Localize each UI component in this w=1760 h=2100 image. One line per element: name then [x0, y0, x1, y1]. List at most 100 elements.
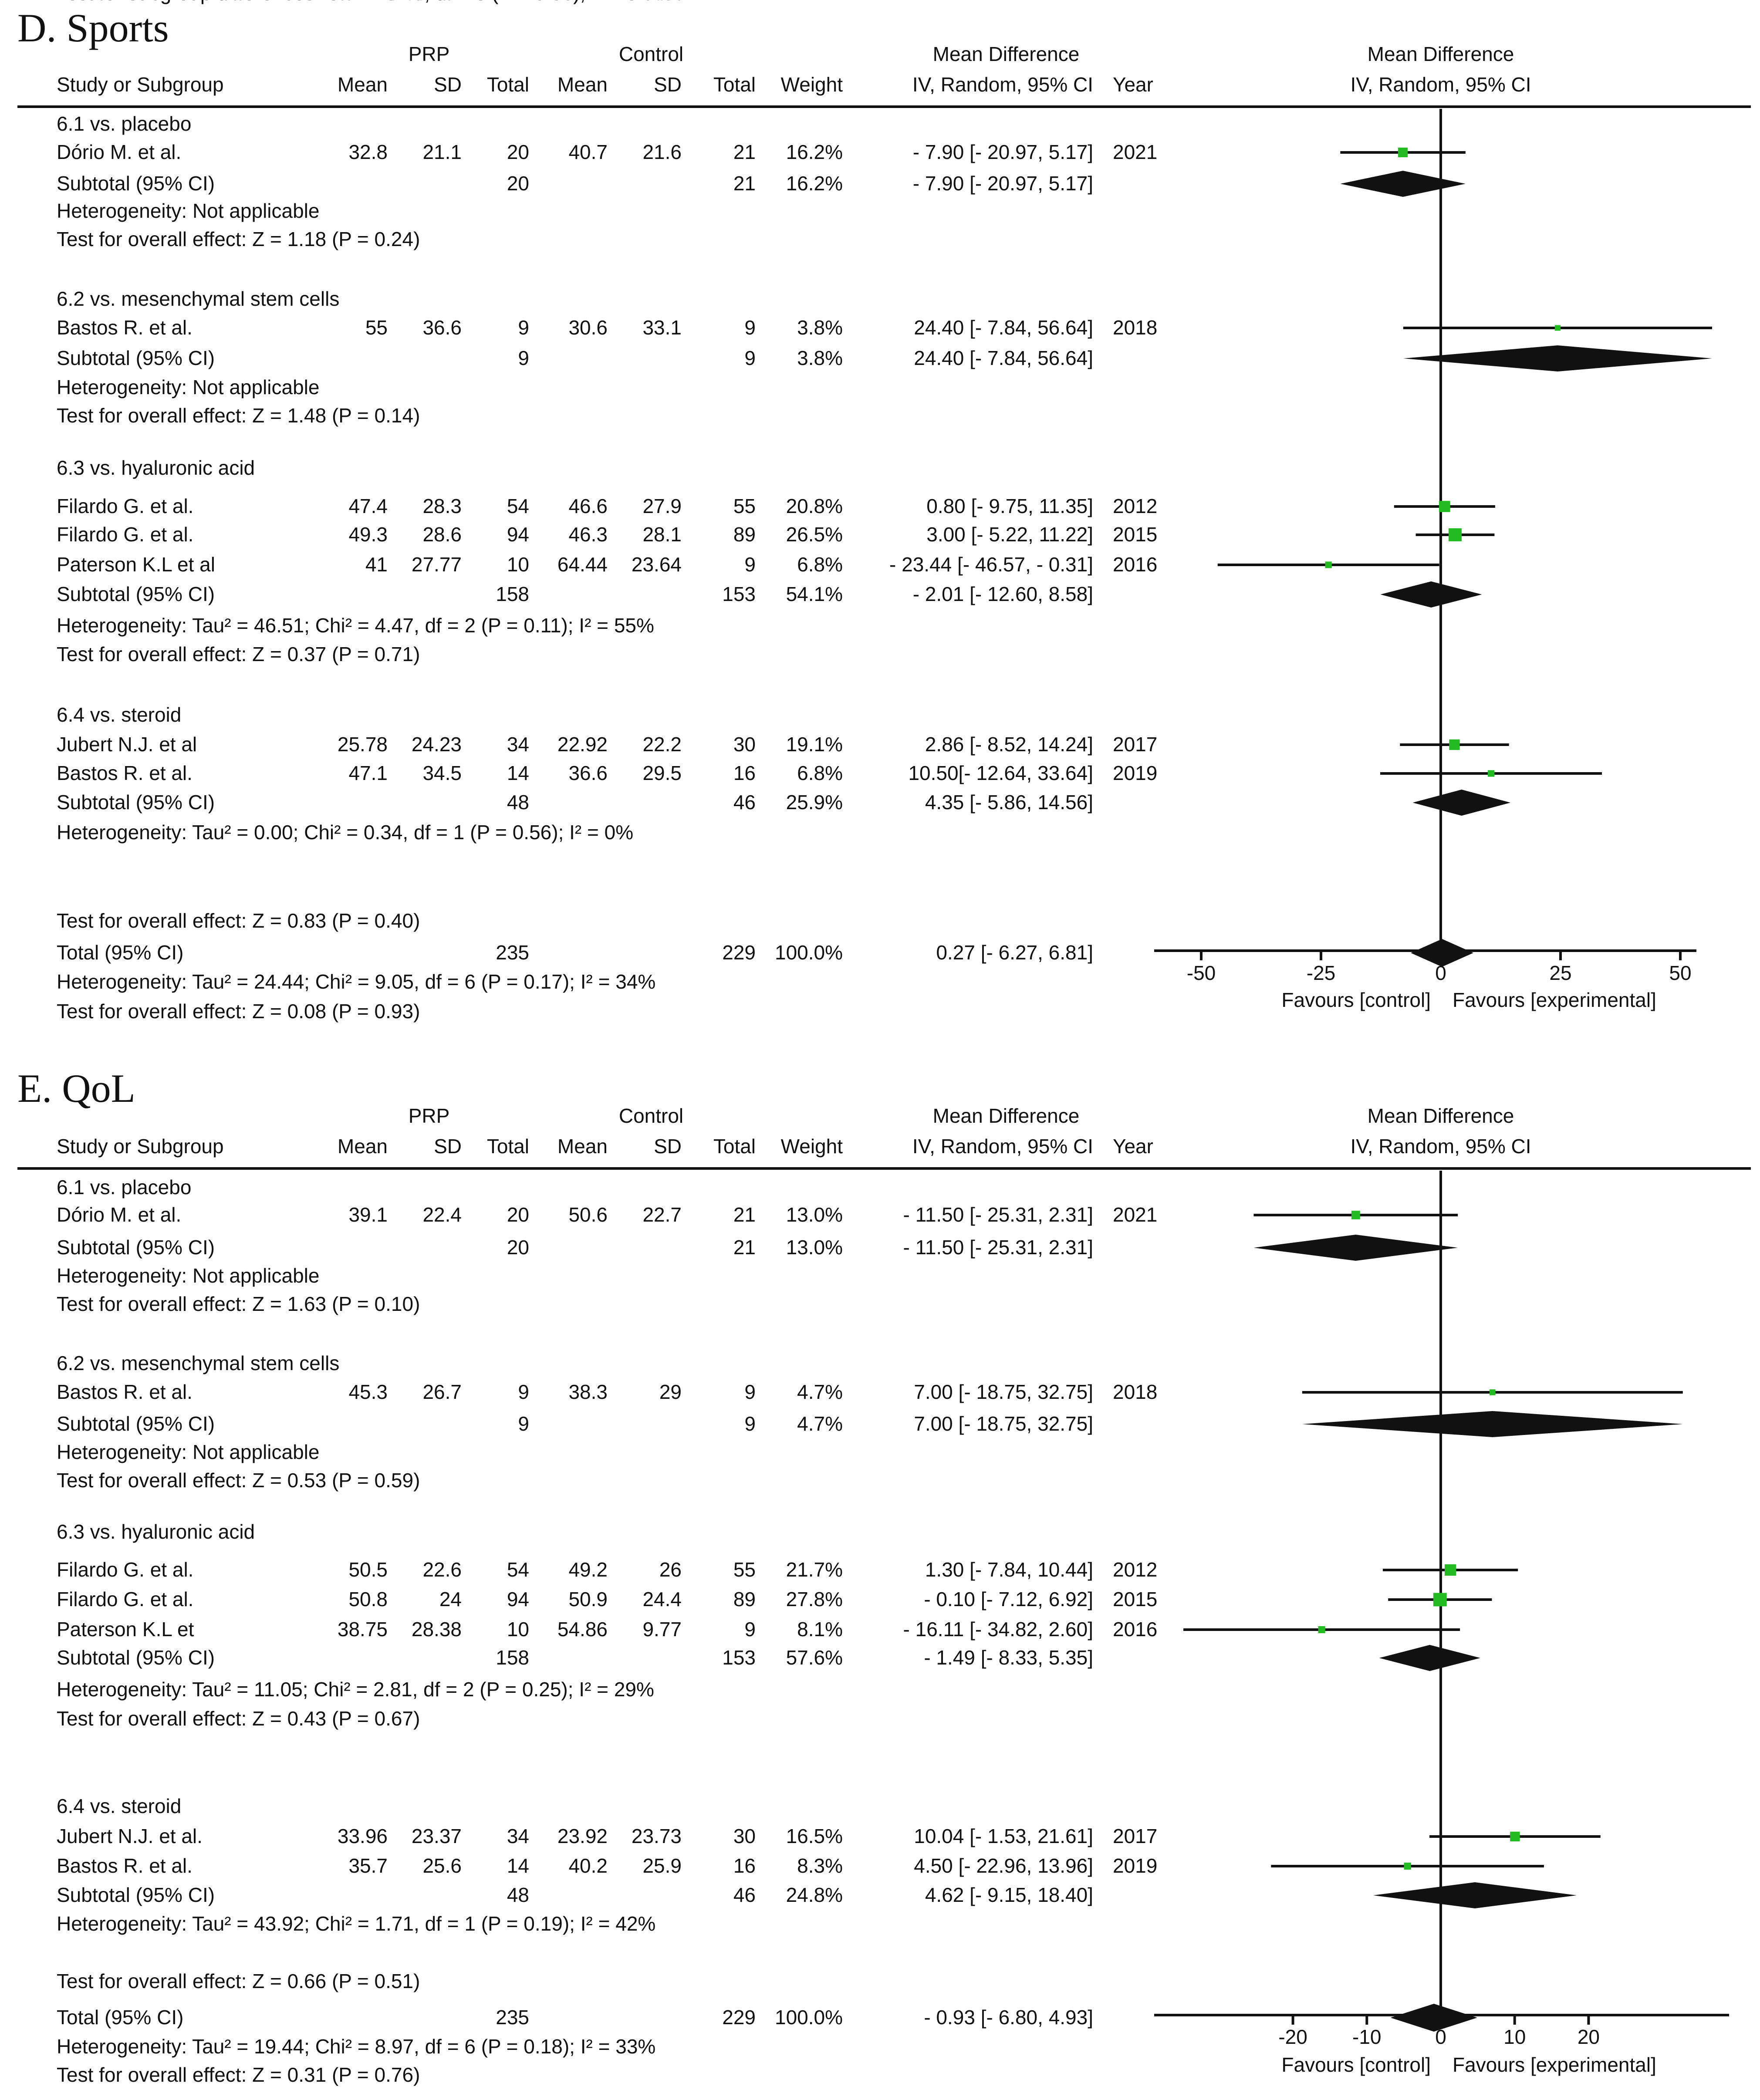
weight-value: 6.8% [797, 762, 843, 784]
prp-mean: 25.78 [338, 733, 388, 756]
ci-value: - 7.90 [- 20.97, 5.17] [913, 141, 1093, 163]
ci-value: 24.40 [- 7.84, 56.64] [914, 347, 1093, 369]
prp-sd: 24.23 [412, 733, 462, 756]
col-header-prp-total: Total [487, 1135, 529, 1158]
control-mean: 64.44 [557, 553, 608, 576]
panel-title: D. Sports [17, 6, 169, 50]
subtotal-diamond [1302, 1411, 1683, 1437]
statistics-note: Heterogeneity: Not applicable [57, 199, 319, 222]
forest-panel-qol: E. QoL PRP Control Mean Difference Mean Diff… [17, 0, 1751, 2086]
col-header-ci-plot: IV, Random, 95% CI [1350, 73, 1531, 96]
prp-total: 54 [507, 1558, 529, 1581]
control-mean: 54.86 [557, 1618, 608, 1641]
statistics-note: Test for overall effect: Z = 0.08 (P = 0… [57, 1000, 420, 1023]
prp-mean: 47.4 [348, 495, 388, 517]
study-name: Bastos R. et al. [57, 1854, 193, 1877]
subtotal-row: Subtotal (95% CI) 158 153 57.6% - 1.49 [- 8.… [57, 1645, 1480, 1671]
study-name: Paterson K.L et [57, 1618, 194, 1641]
control-total: 55 [733, 495, 756, 517]
ci-value: - 11.50 [- 25.31, 2.31] [903, 1236, 1093, 1259]
weight-value: 100.0% [775, 2006, 843, 2029]
control-total: 21 [733, 141, 756, 163]
effect-square [1433, 1593, 1447, 1607]
ci-value: 0.80 [- 9.75, 11.35] [926, 495, 1093, 517]
study-name: Bastos R. et al. [57, 1381, 193, 1403]
weight-value: 27.8% [786, 1588, 843, 1610]
study-year: 2012 [1113, 1558, 1157, 1581]
prp-mean: 55 [365, 316, 388, 339]
effect-square [1487, 770, 1495, 777]
prp-total: 10 [507, 1618, 529, 1641]
study-name: Subtotal (95% CI) [57, 583, 215, 605]
study-row: Filardo G. et al. 50.5 22.6 54 49.2 26 55 21.7%… [57, 1558, 1518, 1581]
col-header-study: Study or Subgroup [57, 73, 224, 96]
weight-value: 4.7% [797, 1412, 843, 1435]
statistics-note: Heterogeneity: Not applicable [57, 376, 319, 398]
control-total: 30 [733, 733, 756, 756]
study-row: Paterson K.L et 38.75 28.38 10 54.86 9.77 9 8.1… [57, 1618, 1460, 1641]
subgroup-header: 6.2 vs. mesenchymal stem cells [57, 1352, 339, 1374]
prp-total: 235 [496, 941, 529, 964]
subtotal-row: Subtotal (95% CI) 20 21 13.0% - 11.50 [- 25.… [57, 1235, 1458, 1261]
control-sd: 29 [659, 1381, 682, 1403]
weight-value: 16.5% [786, 1825, 843, 1847]
control-total: 9 [744, 347, 756, 369]
col-header-prp-sd: SD [434, 1135, 462, 1158]
prp-total: 20 [507, 1203, 529, 1226]
control-mean: 22.92 [557, 733, 608, 756]
control-sd: 33.1 [642, 316, 682, 339]
control-total: 55 [733, 1558, 756, 1581]
study-name: Filardo G. et al. [57, 523, 193, 546]
subtotal-row: Subtotal (95% CI) 48 46 25.9% 4.35 [- 5.86, … [57, 790, 1511, 816]
control-mean: 50.6 [568, 1203, 608, 1226]
study-name: Total (95% CI) [57, 941, 183, 964]
control-sd: 28.1 [642, 523, 682, 546]
study-name: Dório M. et al. [57, 1203, 181, 1226]
control-sd: 22.2 [642, 733, 682, 756]
study-row: Bastos R. et al. 47.1 34.5 14 36.6 29.5 16 6.8%… [57, 762, 1602, 784]
ci-value: - 0.10 [- 7.12, 6.92] [924, 1588, 1093, 1610]
effect-square [1439, 501, 1450, 512]
group-header-control: Control [619, 43, 683, 65]
favours-experimental-label: Favours [experimental] [1453, 2053, 1656, 2076]
x-axis: -50 -25 0 25 50 Favours [control] Favours [exp… [1154, 949, 1696, 1011]
weight-value: 24.8% [786, 1884, 843, 1906]
forest-panel-sports: D. Sports PRP Control Mean Difference Mean D… [17, 0, 1751, 1023]
control-total: 30 [733, 1825, 756, 1847]
study-year: 2012 [1113, 495, 1157, 517]
control-mean: 50.9 [568, 1588, 608, 1610]
study-year: 2016 [1113, 553, 1157, 576]
weight-value: 13.0% [786, 1236, 843, 1259]
col-header-ci: IV, Random, 95% CI [912, 73, 1093, 96]
prp-mean: 45.3 [348, 1381, 388, 1403]
study-row: Paterson K.L et al 41 27.77 10 64.44 23.64 9 6.… [57, 553, 1439, 576]
x-axis-tick-label: -25 [1307, 962, 1335, 984]
col-header-ci-plot: IV, Random, 95% CI [1350, 1135, 1531, 1158]
control-total: 9 [744, 553, 756, 576]
weight-value: 100.0% [775, 941, 843, 964]
ci-value: 10.50[- 12.64, 33.64] [908, 762, 1093, 784]
col-header-year: Year [1113, 1135, 1153, 1158]
prp-mean: 35.7 [348, 1854, 388, 1877]
ci-value: - 0.93 [- 6.80, 4.93] [924, 2006, 1093, 2029]
statistics-note: Test for subgroup differences: Chi² = 3.… [57, 0, 672, 4]
control-total: 16 [733, 1854, 756, 1877]
favours-experimental-label: Favours [experimental] [1453, 989, 1656, 1011]
weight-value: 3.8% [797, 316, 843, 339]
group-header-mean-difference-plot: Mean Difference [1368, 43, 1514, 65]
study-name: Filardo G. et al. [57, 495, 193, 517]
control-total: 153 [722, 1646, 756, 1669]
statistics-note: Test for overall effect: Z = 0.31 (P = 0… [57, 2063, 420, 2086]
prp-total: 48 [507, 1884, 529, 1906]
prp-total: 9 [518, 347, 529, 369]
prp-mean: 47.1 [348, 762, 388, 784]
ci-value: 4.62 [- 9.15, 18.40] [925, 1884, 1093, 1906]
study-year: 2019 [1113, 1854, 1157, 1877]
study-year: 2021 [1113, 1203, 1157, 1226]
study-row: Bastos R. et al. 45.3 26.7 9 38.3 29 9 4.7% 7.00… [57, 1381, 1683, 1403]
weight-value: 20.8% [786, 495, 843, 517]
prp-total: 94 [507, 523, 529, 546]
ci-value: 0.27 [- 6.27, 6.81] [936, 941, 1093, 964]
subtotal-diamond [1340, 171, 1466, 197]
statistics-note: Heterogeneity: Tau² = 0.00; Chi² = 0.34,… [57, 821, 633, 844]
